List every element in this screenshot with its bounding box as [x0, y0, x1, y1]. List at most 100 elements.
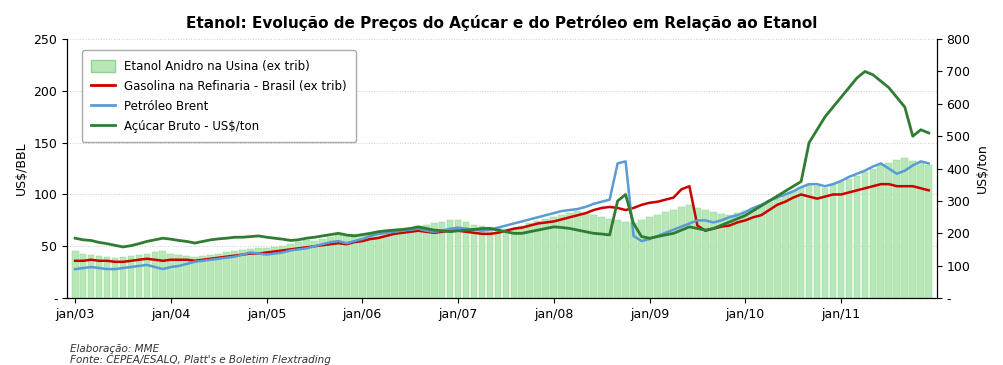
- Bar: [526, 223, 533, 298]
- Bar: [749, 208, 756, 298]
- Bar: [606, 219, 613, 298]
- Bar: [510, 228, 517, 298]
- Bar: [757, 205, 764, 298]
- Bar: [598, 217, 605, 298]
- Bar: [343, 236, 349, 298]
- Bar: [669, 210, 676, 298]
- Bar: [550, 217, 557, 298]
- Bar: [215, 254, 222, 298]
- Bar: [176, 254, 183, 298]
- Bar: [366, 233, 373, 298]
- Bar: [247, 249, 254, 298]
- Bar: [701, 210, 708, 298]
- Bar: [119, 257, 126, 298]
- Bar: [382, 231, 389, 298]
- Bar: [558, 215, 565, 298]
- Bar: [885, 164, 892, 298]
- Bar: [845, 179, 852, 298]
- Text: Elaboração: MME: Elaboração: MME: [70, 344, 159, 354]
- Bar: [909, 161, 916, 298]
- Bar: [765, 202, 772, 298]
- Bar: [303, 240, 310, 298]
- Bar: [223, 253, 230, 298]
- Y-axis label: US$/ton: US$/ton: [975, 144, 988, 193]
- Bar: [255, 248, 262, 298]
- Bar: [135, 254, 142, 298]
- Bar: [717, 214, 724, 298]
- Bar: [566, 213, 573, 298]
- Bar: [127, 255, 134, 298]
- Bar: [638, 220, 644, 298]
- Bar: [446, 220, 453, 298]
- Bar: [486, 227, 492, 298]
- Bar: [287, 244, 294, 298]
- Bar: [208, 254, 214, 298]
- Bar: [733, 213, 740, 298]
- Bar: [574, 211, 581, 298]
- Bar: [79, 254, 86, 298]
- Bar: [925, 165, 931, 298]
- Bar: [311, 241, 318, 298]
- Bar: [685, 205, 692, 298]
- Bar: [677, 207, 684, 298]
- Bar: [327, 237, 333, 298]
- Bar: [869, 169, 876, 298]
- Bar: [582, 213, 589, 298]
- Bar: [741, 211, 748, 298]
- Bar: [462, 222, 469, 298]
- Y-axis label: US$/BBL: US$/BBL: [15, 142, 28, 195]
- Bar: [438, 222, 445, 298]
- Bar: [893, 160, 900, 298]
- Bar: [184, 255, 190, 298]
- Bar: [693, 208, 700, 298]
- Bar: [901, 158, 908, 298]
- Legend: Etanol Anidro na Usina (ex trib), Gasolina na Refinaria - Brasil (ex trib), Petr: Etanol Anidro na Usina (ex trib), Gasoli…: [81, 50, 356, 142]
- Bar: [390, 230, 397, 298]
- Bar: [773, 199, 779, 298]
- Bar: [374, 232, 381, 298]
- Bar: [534, 222, 541, 298]
- Bar: [478, 226, 484, 298]
- Bar: [422, 224, 429, 298]
- Bar: [503, 229, 509, 298]
- Bar: [877, 165, 884, 298]
- Bar: [103, 257, 110, 298]
- Title: Etanol: Evolução de Preços do Açúcar e do Petróleo em Relação ao Etanol: Etanol: Evolução de Preços do Açúcar e d…: [187, 15, 816, 31]
- Bar: [406, 228, 413, 298]
- Bar: [789, 191, 795, 298]
- Bar: [661, 212, 668, 298]
- Bar: [646, 217, 652, 298]
- Bar: [159, 251, 166, 298]
- Bar: [351, 234, 357, 298]
- Bar: [797, 187, 803, 298]
- Bar: [622, 222, 628, 298]
- Bar: [398, 229, 405, 298]
- Bar: [168, 254, 175, 298]
- Bar: [828, 184, 835, 298]
- Bar: [200, 255, 206, 298]
- Bar: [614, 220, 621, 298]
- Bar: [111, 258, 118, 298]
- Bar: [279, 246, 286, 298]
- Bar: [853, 176, 860, 298]
- Bar: [542, 219, 549, 298]
- Bar: [470, 224, 477, 298]
- Bar: [781, 195, 787, 298]
- Bar: [143, 254, 150, 298]
- Bar: [820, 188, 827, 298]
- Bar: [430, 223, 437, 298]
- Bar: [861, 172, 868, 298]
- Bar: [494, 228, 500, 298]
- Bar: [518, 226, 525, 298]
- Bar: [151, 253, 158, 298]
- Bar: [319, 239, 326, 298]
- Bar: [414, 226, 421, 298]
- Bar: [335, 235, 341, 298]
- Bar: [231, 251, 238, 298]
- Bar: [630, 223, 636, 298]
- Bar: [454, 220, 461, 298]
- Bar: [812, 186, 819, 298]
- Bar: [725, 215, 732, 298]
- Bar: [804, 184, 811, 298]
- Bar: [239, 250, 246, 298]
